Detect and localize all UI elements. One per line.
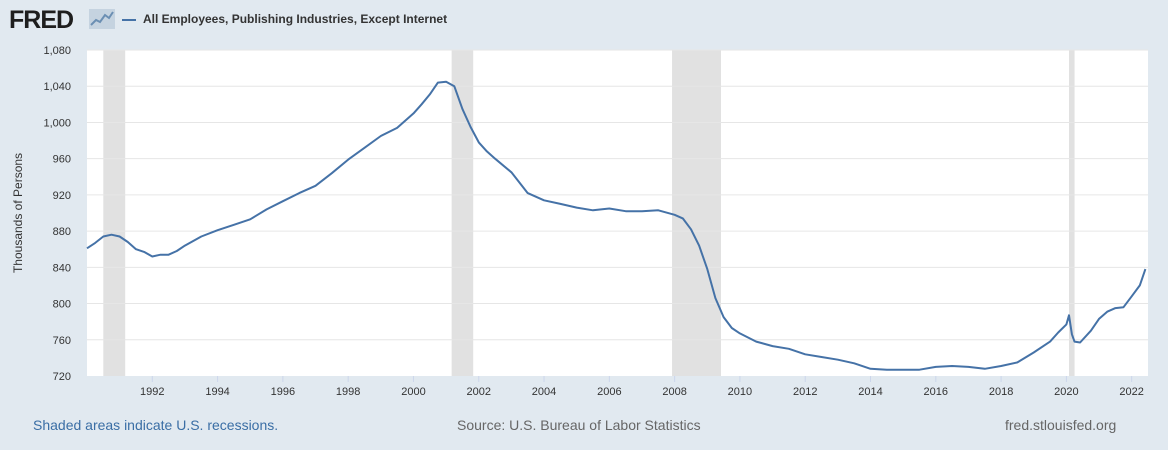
recession-band [451, 50, 474, 376]
x-tick-label: 1994 [205, 386, 229, 398]
x-tick-label: 2006 [597, 386, 621, 398]
series-line [86, 80, 1147, 371]
source-note: Source: U.S. Bureau of Labor Statistics [457, 417, 701, 433]
x-tick-label: 1998 [336, 386, 360, 398]
grid-lines [87, 49, 1148, 341]
recession-band [672, 50, 721, 376]
x-tick-label: 2018 [989, 386, 1013, 398]
series-title: All Employees, Publishing Industries, Ex… [143, 12, 448, 26]
x-tick-label: 2010 [728, 386, 752, 398]
y-axis-label: Thousands of Persons [11, 153, 25, 273]
y-axis-ticks: 720 760 800 840 880 920 960 1,000 1,040 1,080 [43, 45, 71, 383]
chart-header: FRED All Employees, Publishing Industrie… [0, 0, 1168, 40]
y-tick-label: 800 [53, 299, 71, 311]
x-tick-label: 2012 [793, 386, 817, 398]
x-tick-label: 2002 [467, 386, 491, 398]
x-tick-label: 1996 [271, 386, 295, 398]
y-tick-label: 760 [53, 335, 71, 347]
y-tick-label: 920 [53, 190, 71, 202]
x-tick-label: 1992 [140, 386, 164, 398]
recession-band [103, 50, 126, 376]
recession-note[interactable]: Shaded areas indicate U.S. recessions. [33, 417, 279, 433]
x-tick-label: 2008 [662, 386, 686, 398]
x-tick-label: 2000 [401, 386, 425, 398]
site-link[interactable]: fred.stlouisfed.org [1005, 417, 1117, 433]
y-tick-label: 880 [53, 226, 71, 238]
x-tick-label: 2016 [924, 386, 948, 398]
x-tick-label: 2022 [1119, 386, 1143, 398]
series-layer [86, 80, 1147, 371]
y-tick-label: 720 [53, 371, 71, 383]
y-tick-label: 1,080 [43, 45, 71, 57]
x-tick-label: 2014 [858, 386, 882, 398]
y-tick-label: 960 [53, 154, 71, 166]
fred-logo[interactable]: FRED [9, 6, 74, 34]
x-axis-ticks: 1992 1994 1996 1998 2000 2002 2004 2006 2008 2010… [140, 376, 1144, 398]
y-tick-label: 1,040 [43, 81, 71, 93]
plot-area [87, 50, 1148, 376]
fred-graph-icon [89, 9, 115, 29]
y-tick-label: 1,000 [43, 117, 71, 129]
x-tick-label: 2004 [532, 386, 556, 398]
recession-band [1068, 50, 1075, 376]
y-tick-label: 840 [53, 262, 71, 274]
recession-bands [103, 50, 1075, 376]
x-tick-label: 2020 [1054, 386, 1078, 398]
legend-line-swatch [122, 19, 136, 21]
